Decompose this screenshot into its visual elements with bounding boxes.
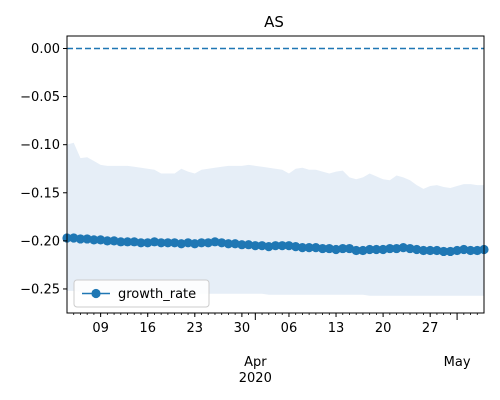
data-point: [264, 242, 274, 252]
data-point: [331, 244, 341, 255]
x-tick-label: 30: [234, 321, 251, 336]
data-point: [129, 237, 139, 247]
data-point: [304, 243, 314, 253]
y-tick-label: 0.00: [31, 42, 60, 57]
data-point: [351, 245, 361, 256]
data-point: [385, 243, 395, 254]
data-point: [465, 245, 476, 256]
legend-box: [73, 279, 210, 308]
data-point: [69, 233, 79, 243]
data-point: [196, 238, 207, 248]
data-point: [472, 245, 482, 256]
confidence-band: [67, 142, 484, 296]
y-tick-label: −0.05: [20, 90, 60, 105]
data-point: [176, 239, 186, 249]
series-layer: [62, 233, 489, 257]
data-point: [237, 240, 247, 250]
x-tick-label: 06: [281, 321, 298, 336]
data-point: [432, 245, 442, 256]
data-point: [311, 243, 321, 253]
data-point: [391, 243, 402, 254]
data-point: [217, 238, 227, 248]
x-tick-label: 16: [139, 321, 156, 336]
data-point: [170, 238, 180, 248]
data-point: [210, 237, 220, 247]
data-point: [122, 237, 133, 247]
data-point: [324, 243, 334, 254]
data-point: [365, 244, 375, 255]
confidence-band-layer: [67, 142, 484, 296]
data-point: [244, 240, 254, 250]
data-point: [459, 244, 469, 255]
x-tick-label: 09: [92, 321, 109, 336]
legend: growth_rate: [73, 279, 210, 308]
data-point: [284, 241, 294, 251]
data-point: [412, 244, 422, 255]
data-point: [230, 239, 240, 249]
data-point: [317, 243, 328, 254]
data-point: [291, 242, 301, 252]
x-tick-label: 20: [375, 321, 392, 336]
data-point: [143, 238, 153, 248]
chart-title: AS: [264, 13, 284, 31]
data-point: [338, 243, 348, 254]
y-tick-label: −0.25: [20, 282, 60, 297]
x-tick-label: 23: [187, 321, 204, 336]
data-point: [223, 239, 234, 249]
y-tick-label: −0.10: [20, 138, 60, 153]
data-point: [378, 244, 388, 255]
data-point: [358, 245, 368, 256]
data-point: [116, 237, 126, 247]
x-year-label: 2020: [239, 371, 272, 386]
data-point: [297, 243, 307, 253]
data-point: [439, 246, 449, 257]
data-point: [75, 234, 86, 244]
y-tick-label: −0.15: [20, 186, 60, 201]
data-point: [136, 238, 146, 248]
data-point: [163, 238, 173, 248]
data-point: [156, 238, 166, 248]
data-point: [398, 243, 408, 253]
data-point: [82, 234, 92, 244]
data-point: [183, 238, 193, 248]
data-point: [89, 235, 99, 245]
data-point: [250, 241, 260, 251]
data-point: [190, 239, 200, 249]
y-axis: 0.00 −0.05 −0.10 −0.15 −0.20 −0.25: [20, 42, 67, 297]
legend-label: growth_rate: [118, 287, 196, 302]
legend-swatch-marker: [91, 288, 101, 299]
x-month-label: May: [444, 355, 471, 370]
data-point: [203, 238, 213, 248]
data-point: [149, 237, 160, 247]
data-point: [102, 236, 112, 246]
data-point: [371, 244, 381, 255]
y-tick-label: −0.20: [20, 234, 60, 249]
data-point: [109, 236, 119, 246]
data-point: [270, 241, 281, 251]
x-tick-label: 13: [328, 321, 345, 336]
data-point: [445, 246, 455, 257]
x-month-label: Apr: [244, 355, 267, 370]
data-point: [277, 241, 287, 251]
data-point: [96, 235, 106, 245]
x-tick-label: 27: [422, 321, 439, 336]
data-point: [257, 241, 267, 251]
data-point: [425, 245, 435, 256]
data-point: [452, 245, 462, 256]
data-point: [405, 243, 415, 254]
data-point: [418, 245, 429, 256]
